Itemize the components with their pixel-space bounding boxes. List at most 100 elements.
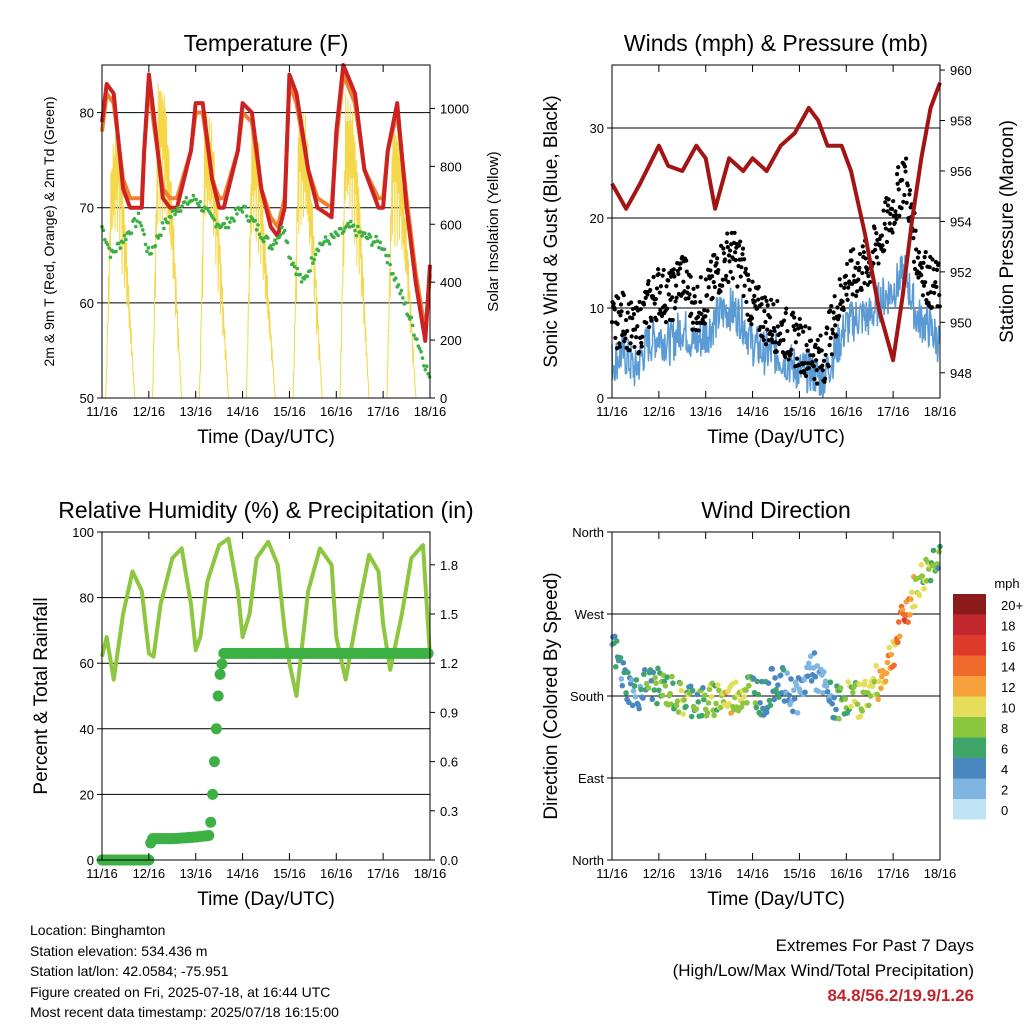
dewpoint-point [156,236,161,240]
gust-point [855,260,860,266]
gust-point [763,342,769,347]
dewpoint-point [399,288,404,293]
dewpoint-point [312,257,317,262]
dewpoint-point [401,296,405,300]
gust-point [788,351,793,357]
gust-point [726,253,732,258]
gust-point [652,301,657,306]
gust-point [684,269,689,274]
y-tick-label: 80 [80,591,94,606]
y-tick-label: 70 [80,201,94,216]
direction-point [700,684,706,691]
dewpoint-point [256,223,260,227]
precip-point [212,690,224,702]
direction-point [725,688,732,695]
gust-point [732,230,737,236]
gust-point [692,294,697,299]
direction-point [701,692,708,698]
gust-point [616,296,621,301]
direction-point [651,687,657,693]
dewpoint-point [166,220,170,225]
gust-point [699,311,704,316]
direction-point [640,695,646,701]
gust-point [831,310,836,315]
dewpoint-point [228,220,232,224]
x-axis-title: Time (Day/UTC) [707,427,845,448]
gust-point [840,299,845,304]
gust-point [849,258,854,263]
direction-point [908,596,914,603]
x-axis-title: Time (Day/UTC) [197,889,335,910]
pressure-line [610,82,942,363]
y-axis-title: Percent & Total Rainfall [31,597,52,794]
dewpoint-point [163,217,168,221]
gust-point [855,289,860,294]
y2-tick-label: 954 [950,214,972,229]
dewpoint-point [133,224,138,229]
gust-point [790,310,796,315]
gust-point [896,165,901,170]
dewpoint-point [180,204,184,208]
dewpoint-point [339,226,343,231]
dewpoint-point [222,221,227,226]
gust-point [695,284,700,289]
gust-point [656,267,661,272]
gust-point [851,273,856,278]
dewpoint-point [253,218,258,223]
direction-point [648,677,655,684]
direction-point [878,685,884,692]
direction-point [732,679,739,686]
gust-point [901,199,906,204]
dewpoint-point [159,233,163,238]
gust-point [893,209,898,214]
gust-point [705,308,710,313]
direction-point [673,702,680,709]
x-tick-label: 13/16 [689,404,722,419]
gust-point [830,327,835,332]
dewpoint-point [122,233,127,238]
gust-point [768,329,773,334]
gust-point [726,279,731,285]
x-tick-label: 11/16 [86,866,118,881]
direction-point [649,696,656,703]
gust-point [929,305,935,310]
gust-point [688,274,693,279]
dewpoint-point [422,364,426,368]
dewpoint-point [277,235,281,240]
direction-point [811,650,818,656]
gust-point [666,292,671,297]
gust-point [933,280,938,285]
direction-point [630,688,637,694]
gust-point [702,308,707,313]
gust-point [623,317,629,323]
gust-point [903,156,909,161]
gust-point [721,246,726,251]
gust-point [934,267,940,272]
gust-point [670,317,675,323]
gust-point [897,213,902,218]
dewpoint-point [117,241,121,246]
gust-point [891,199,896,204]
gust-point [821,358,827,363]
direction-point [867,693,874,699]
direction-point [680,711,687,717]
x-tick-label: 18/16 [924,404,957,419]
direction-point [704,710,711,716]
gust-point [894,171,900,177]
x-tick-label: 15/16 [783,404,816,419]
gust-point [618,302,624,307]
gust-point [813,342,818,347]
gust-point [632,344,637,350]
gust-point [670,295,675,300]
precip-point [216,658,228,670]
x-tick-label: 13/16 [689,866,722,881]
dewpoint-point [363,231,367,236]
gust-point [879,233,884,238]
direction-point [713,700,719,707]
gust-point [829,352,834,357]
direction-point [772,675,778,681]
gust-point [646,279,651,284]
direction-point [636,705,642,712]
direction-point [820,689,826,696]
gust-point [922,255,927,260]
